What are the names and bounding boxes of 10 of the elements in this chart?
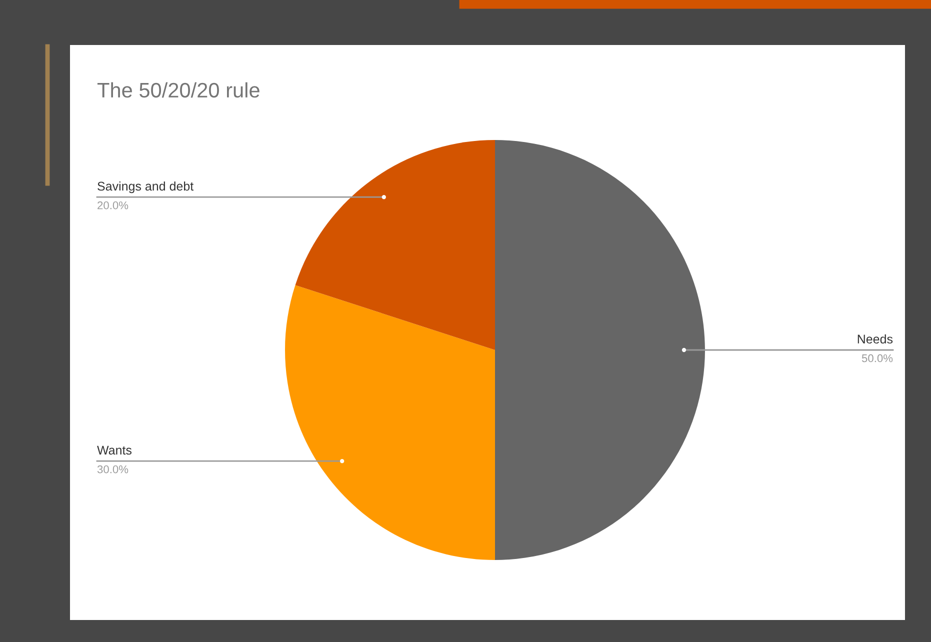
slice-label: Savings and debt [98,181,194,194]
data-label: 20.0% [98,201,128,210]
chart-title: The 50/20/20 rule [97,82,260,98]
slice-label: Wants [97,446,132,455]
data-label: 30.0% [97,465,128,474]
data-label: 50.0% [862,354,893,362]
slice-label: Needs [858,334,893,344]
pie-slice [495,140,705,560]
pie-slice [285,285,495,560]
pie-slice [295,140,495,350]
